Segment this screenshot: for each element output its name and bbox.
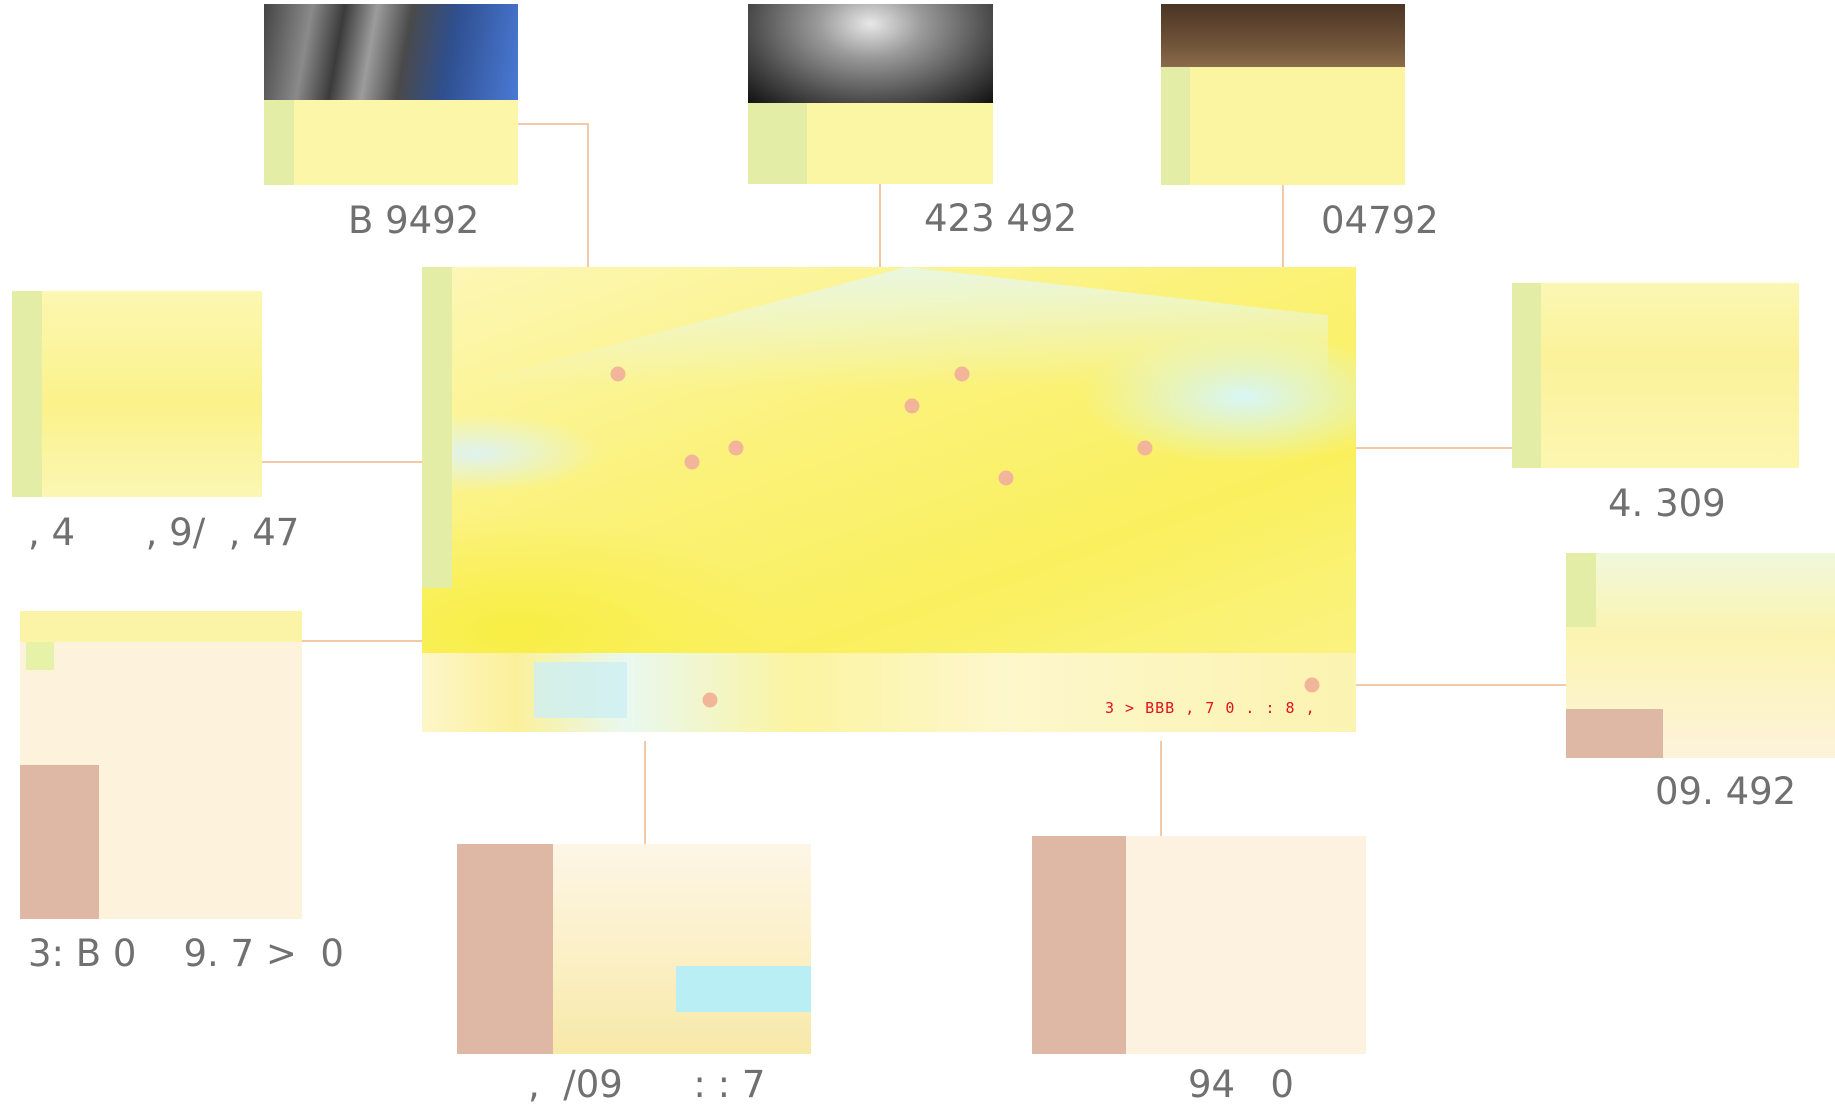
thumbnail-photo-top-right	[1161, 4, 1405, 68]
caption-top-middle: 423 492	[924, 197, 1078, 240]
hotspot-7[interactable]	[998, 470, 1014, 486]
thumbnail-photo-top-left	[264, 4, 518, 100]
thumbnail-stripe	[1161, 67, 1191, 185]
hub-overlay-text: 3 > BBB , 7 0 . : 8 ,	[1105, 699, 1316, 717]
thumbnail-rose-block	[457, 844, 553, 1054]
thumbnail-bottom-left[interactable]	[457, 844, 811, 1054]
thumbnail-rose-block	[1032, 836, 1126, 1054]
thumbnail-stripe	[1566, 553, 1596, 627]
thumbnail-left-lower[interactable]	[20, 611, 302, 919]
thumbnail-rose-block	[1566, 708, 1663, 758]
hotspot-8[interactable]	[1304, 677, 1320, 693]
caption-right-lower: 09. 492	[1655, 770, 1797, 813]
hub-image[interactable]: 3 > BBB , 7 0 . : 8 ,	[422, 267, 1356, 732]
thumbnail-top-middle[interactable]	[748, 4, 993, 184]
hub-roof	[450, 267, 1328, 388]
thumbnail-top-left[interactable]	[264, 4, 518, 185]
thumbnail-pool	[676, 965, 811, 1012]
hotspot-4[interactable]	[728, 440, 744, 456]
caption-left-lower: 3: B 0 9. 7 > 0	[28, 932, 344, 975]
thumbnail-top-band	[20, 611, 302, 642]
caption-bottom-right: 94 0	[1188, 1063, 1294, 1106]
thumbnail-left-upper[interactable]	[12, 291, 262, 497]
caption-left-upper: , 4 , 9/ , 47	[28, 511, 300, 554]
hotspot-6[interactable]	[684, 454, 700, 470]
caption-top-left: B 9492	[348, 199, 480, 242]
thumbnail-top-right[interactable]	[1161, 4, 1405, 185]
thumbnail-bottom-right[interactable]	[1032, 836, 1366, 1054]
connector-top-left	[518, 123, 589, 267]
hotspot-3[interactable]	[904, 398, 920, 414]
thumbnail-accent-square	[25, 641, 54, 670]
thumbnail-right-lower[interactable]	[1566, 553, 1835, 758]
thumbnail-stripe	[748, 103, 807, 184]
thumbnail-right-upper[interactable]	[1512, 283, 1799, 468]
caption-top-right: 04792	[1321, 199, 1439, 242]
hotspot-2[interactable]	[954, 366, 970, 382]
thumbnail-stripe	[1512, 283, 1541, 468]
thumbnail-stripe	[264, 99, 295, 185]
caption-bottom-left: , /09 : : 7	[528, 1063, 766, 1106]
hub-pool	[534, 662, 628, 719]
hotspot-5[interactable]	[1137, 440, 1153, 456]
hub-stripe	[422, 267, 452, 588]
hotspot-1[interactable]	[610, 366, 626, 382]
thumbnail-rose-block	[20, 765, 99, 919]
caption-right-upper: 4. 309	[1608, 482, 1726, 525]
thumbnail-stripe	[12, 291, 42, 497]
hotspot-9[interactable]	[702, 692, 718, 708]
thumbnail-photo-top-middle	[748, 4, 993, 103]
